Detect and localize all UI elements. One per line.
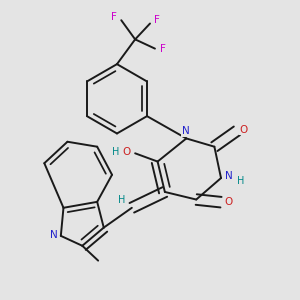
Text: F: F	[111, 12, 117, 22]
Text: N: N	[225, 171, 233, 182]
Text: N: N	[182, 126, 190, 136]
Text: N: N	[50, 230, 58, 240]
Text: F: F	[160, 44, 166, 54]
Text: O: O	[239, 124, 247, 134]
Text: H: H	[112, 147, 119, 157]
Text: O: O	[123, 147, 131, 157]
Text: H: H	[237, 176, 244, 186]
Text: O: O	[224, 197, 232, 207]
Text: H: H	[118, 194, 126, 205]
Text: F: F	[154, 15, 160, 25]
